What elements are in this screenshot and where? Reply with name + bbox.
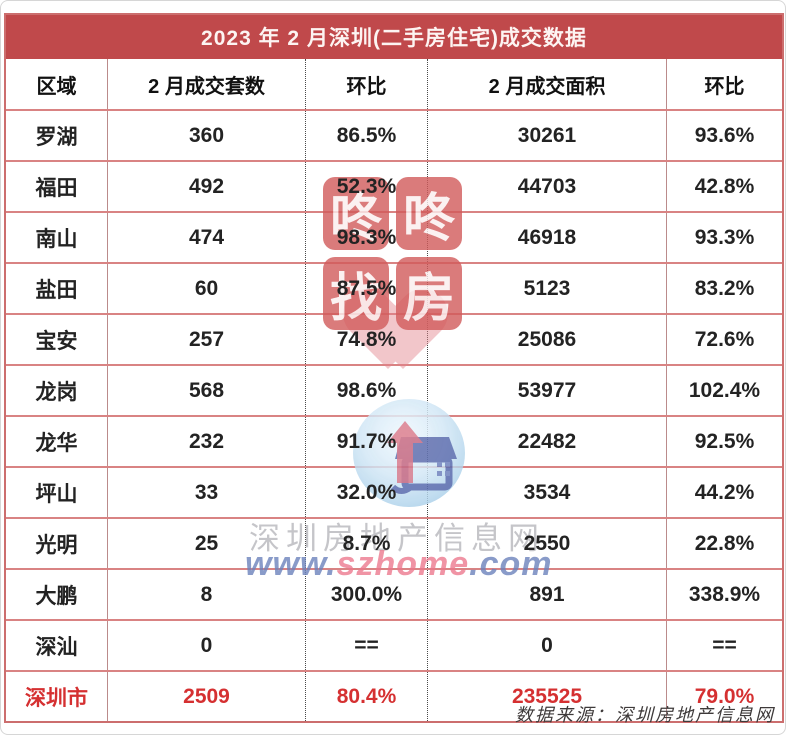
cell-region: 龙岗 xyxy=(6,366,108,415)
table-header-row: 区域 2 月成交套数 环比 2 月成交面积 环比 xyxy=(6,59,782,111)
cell-region: 坪山 xyxy=(6,468,108,517)
cell-units: 360 xyxy=(108,111,306,160)
cell-area: 46918 xyxy=(428,213,667,262)
cell-units: 33 xyxy=(108,468,306,517)
cell-units: 568 xyxy=(108,366,306,415)
cell-units_mom: 87.5% xyxy=(306,264,428,313)
table-row: 坪山 33 32.0% 3534 44.2% xyxy=(6,468,782,519)
cell-area_mom: 338.9% xyxy=(688,582,761,606)
cell-units: 60 xyxy=(108,264,306,313)
cell-units_mom: 98.6% xyxy=(306,366,428,415)
cell-area_mom: 79.0% xyxy=(694,684,755,708)
cell-area: 3534 xyxy=(428,468,667,517)
table-row: 罗湖 360 86.5% 30261 93.6% xyxy=(6,111,782,162)
cell-units_mom: == xyxy=(306,621,428,670)
cell-area: 22482 xyxy=(428,417,667,466)
cell-area_mom: 102.4% xyxy=(688,378,761,402)
header-region: 区域 xyxy=(6,59,108,109)
cell-units: 8 xyxy=(108,570,306,619)
cell-units: 474 xyxy=(108,213,306,262)
cell-area_mom: 83.2% xyxy=(694,276,755,300)
cell-area: 25086 xyxy=(428,315,667,364)
cell-units_mom: 32.0% xyxy=(306,468,428,517)
cell-units: 0 xyxy=(108,621,306,670)
table-row: 龙华 232 91.7% 22482 92.5% xyxy=(6,417,782,468)
cell-area_mom: 92.5% xyxy=(694,429,755,453)
cell-area: 0 xyxy=(428,621,667,670)
cell-units: 25 xyxy=(108,519,306,568)
table-row: 南山 474 98.3% 46918 93.3% xyxy=(6,213,782,264)
cell-area: 235525 xyxy=(428,672,667,721)
data-table: 2023 年 2 月深圳(二手房住宅)成交数据 区域 2 月成交套数 环比 2 … xyxy=(4,13,784,723)
cell-region: 深圳市 xyxy=(6,672,108,721)
cell-region: 深汕 xyxy=(6,621,108,670)
cell-units: 257 xyxy=(108,315,306,364)
table-row: 深汕 0 == 0 == xyxy=(6,621,782,672)
header-area: 2 月成交面积 xyxy=(428,59,667,109)
cell-units_mom: 8.7% xyxy=(306,519,428,568)
cell-area_mom: 44.2% xyxy=(694,480,755,504)
table-row: 盐田 60 87.5% 5123 83.2% xyxy=(6,264,782,315)
cell-area_mom: 22.8% xyxy=(694,531,755,555)
cell-units: 2509 xyxy=(108,672,306,721)
cell-area: 44703 xyxy=(428,162,667,211)
cell-region: 罗湖 xyxy=(6,111,108,160)
cell-units_mom: 300.0% xyxy=(306,570,428,619)
cell-area_mom: == xyxy=(712,633,737,657)
cell-region: 龙华 xyxy=(6,417,108,466)
cell-units_mom: 74.8% xyxy=(306,315,428,364)
cell-area: 30261 xyxy=(428,111,667,160)
cell-area_mom: 93.6% xyxy=(694,123,755,147)
table-row: 大鹏 8 300.0% 891 338.9% xyxy=(6,570,782,621)
table-row: 福田 492 52.3% 44703 42.8% xyxy=(6,162,782,213)
header-area-mom: 环比 xyxy=(704,75,745,98)
cell-area_mom: 93.3% xyxy=(694,225,755,249)
cell-area_mom: 72.6% xyxy=(694,327,755,351)
table-row-total: 深圳市 2509 80.4% 235525 79.0% xyxy=(6,672,782,721)
cell-units_mom: 52.3% xyxy=(306,162,428,211)
cell-units_mom: 86.5% xyxy=(306,111,428,160)
cell-area: 891 xyxy=(428,570,667,619)
table-title: 2023 年 2 月深圳(二手房住宅)成交数据 xyxy=(6,15,782,59)
cell-area: 5123 xyxy=(428,264,667,313)
table-row: 龙岗 568 98.6% 53977 102.4% xyxy=(6,366,782,417)
cell-area_mom: 42.8% xyxy=(694,174,755,198)
header-units-mom: 环比 xyxy=(306,59,428,109)
table-row: 宝安 257 74.8% 25086 72.6% xyxy=(6,315,782,366)
table-row: 光明 25 8.7% 2550 22.8% xyxy=(6,519,782,570)
cell-area: 2550 xyxy=(428,519,667,568)
cell-units_mom: 98.3% xyxy=(306,213,428,262)
cell-region: 大鹏 xyxy=(6,570,108,619)
cell-region: 光明 xyxy=(6,519,108,568)
cell-units: 492 xyxy=(108,162,306,211)
cell-units: 232 xyxy=(108,417,306,466)
header-units: 2 月成交套数 xyxy=(108,59,306,109)
cell-region: 南山 xyxy=(6,213,108,262)
cell-region: 宝安 xyxy=(6,315,108,364)
cell-units_mom: 91.7% xyxy=(306,417,428,466)
cell-units_mom: 80.4% xyxy=(306,672,428,721)
table-body: 罗湖 360 86.5% 30261 93.6% 福田 492 52.3% 44703 42.8%… xyxy=(6,111,782,721)
data-source-note: 数据来源：深圳房地产信息网 xyxy=(515,705,775,725)
cell-region: 福田 xyxy=(6,162,108,211)
cell-region: 盐田 xyxy=(6,264,108,313)
cell-area: 53977 xyxy=(428,366,667,415)
